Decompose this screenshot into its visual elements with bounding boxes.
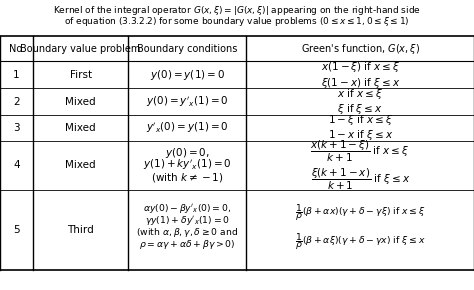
- Text: Mixed: Mixed: [65, 97, 96, 106]
- Text: $1-x$ if $\xi \leq x$: $1-x$ if $\xi \leq x$: [328, 128, 393, 142]
- Text: $y(1) + ky'_x(1) = 0$: $y(1) + ky'_x(1) = 0$: [143, 158, 232, 173]
- Text: $y'_x(0) = y(1) = 0$: $y'_x(0) = y(1) = 0$: [146, 120, 228, 135]
- Text: $y(0) = y(1) = 0$: $y(0) = y(1) = 0$: [150, 68, 225, 82]
- Text: $\xi(1-x)$ if $\xi \leq x$: $\xi(1-x)$ if $\xi \leq x$: [320, 76, 400, 90]
- Text: Boundary conditions: Boundary conditions: [137, 44, 237, 54]
- Text: 4: 4: [13, 160, 20, 170]
- Text: $\dfrac{\xi(k+1-x)}{k+1}$ if $\xi \leq x$: $\dfrac{\xi(k+1-x)}{k+1}$ if $\xi \leq x…: [310, 166, 410, 192]
- Text: $\rho = \alpha\gamma + \alpha\delta + \beta\gamma > 0$): $\rho = \alpha\gamma + \alpha\delta + \b…: [139, 238, 236, 251]
- Text: Kernel of the integral operator $G(x,\xi) = |G(x,\xi)|$ appearing on the right-h: Kernel of the integral operator $G(x,\xi…: [53, 4, 421, 17]
- Text: $x$ if $x \leq \xi$: $x$ if $x \leq \xi$: [337, 87, 383, 101]
- Text: of equation (3.3.2.2) for some boundary value problems ($0 \leq x \leq 1, 0 \leq: of equation (3.3.2.2) for some boundary …: [64, 15, 410, 28]
- Text: $\gamma y(1) + \delta y'_x(1) = 0$: $\gamma y(1) + \delta y'_x(1) = 0$: [145, 214, 230, 227]
- Text: No.: No.: [9, 44, 25, 54]
- Text: 2: 2: [13, 97, 20, 106]
- Text: 1: 1: [13, 70, 20, 80]
- Text: (with $k \neq -1$): (with $k \neq -1$): [151, 171, 224, 184]
- Text: $x(1-\xi)$ if $x \leq \xi$: $x(1-\xi)$ if $x \leq \xi$: [320, 59, 400, 74]
- Text: $y(0) = 0,$: $y(0) = 0,$: [165, 146, 210, 160]
- Text: $1-\xi$ if $x \leq \xi$: $1-\xi$ if $x \leq \xi$: [328, 113, 393, 127]
- Text: $\dfrac{1}{\rho}(\beta+\alpha\xi)(\gamma+\delta-\gamma x)$ if $\xi \leq x$: $\dfrac{1}{\rho}(\beta+\alpha\xi)(\gamma…: [295, 231, 426, 253]
- Text: Mixed: Mixed: [65, 123, 96, 133]
- Text: $\dfrac{1}{\rho}(\beta+\alpha x)(\gamma+\delta-\gamma\xi)$ if $x \leq \xi$: $\dfrac{1}{\rho}(\beta+\alpha x)(\gamma+…: [295, 202, 426, 224]
- Text: Boundary value problem: Boundary value problem: [20, 44, 141, 54]
- Text: $\dfrac{x(k+1-\xi)}{k+1}$ if $x \leq \xi$: $\dfrac{x(k+1-\xi)}{k+1}$ if $x \leq \xi…: [310, 139, 410, 164]
- Text: $\alpha y(0) - \beta y'_x(0) = 0,$: $\alpha y(0) - \beta y'_x(0) = 0,$: [143, 202, 231, 215]
- Text: 3: 3: [13, 123, 20, 133]
- Text: $y(0) = y'_x(1) = 0$: $y(0) = y'_x(1) = 0$: [146, 94, 228, 109]
- Text: Green's function, $G(x,\xi)$: Green's function, $G(x,\xi)$: [301, 41, 420, 56]
- Text: $\xi$ if $\xi \leq x$: $\xi$ if $\xi \leq x$: [337, 102, 383, 116]
- Text: 5: 5: [13, 225, 20, 235]
- Text: Third: Third: [67, 225, 94, 235]
- Text: (with $\alpha, \beta, \gamma, \delta \geq 0$ and: (with $\alpha, \beta, \gamma, \delta \ge…: [136, 226, 238, 239]
- Text: First: First: [70, 70, 91, 80]
- Text: Mixed: Mixed: [65, 160, 96, 170]
